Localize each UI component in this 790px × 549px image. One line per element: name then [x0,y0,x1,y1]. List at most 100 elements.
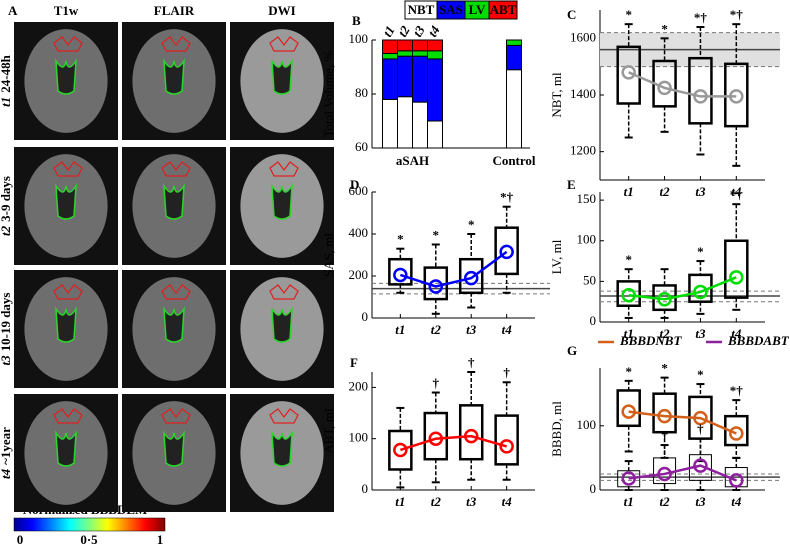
x-tick-label: t3 [466,494,477,509]
y-tick-label: 60 [355,139,368,154]
y-tick-label: 50 [583,272,596,287]
colorbar-tick-label: 0·5 [80,532,98,547]
mean-line [628,464,737,482]
colorbar [13,517,166,532]
row-label: t2 3-9 days [0,176,13,236]
significance-label: * [697,244,704,259]
box [494,414,519,466]
y-axis-label: NBT, ml [549,72,564,118]
x-tick-label: t1 [624,184,634,199]
y-tick-label: 200 [349,378,369,393]
ventricle-outline [55,183,77,220]
significance-label: * [661,21,668,36]
abt-outline [53,408,83,424]
mean-marker [693,284,708,300]
mean-marker [621,287,636,303]
mean-marker [499,244,514,260]
abt-outline [53,161,83,177]
significance-label: *† [730,187,744,202]
ventricle-outline [163,306,185,343]
bar-segment [427,58,443,122]
row-time: t2 [0,225,13,236]
mean-line [628,410,737,435]
x-tick-label: t2 [431,494,442,509]
x-tick-label: t3 [695,494,706,509]
mean-marker [657,80,672,96]
row-span: 3-9 days [0,176,13,222]
y-tick-label: 1600 [570,29,596,44]
y-tick-label: 100 [349,31,369,46]
row-label: t3 10-19 days [0,293,13,366]
box [652,392,677,434]
legend-label: LV [469,2,486,17]
row-span: 24-48h [0,54,13,92]
mean-line [399,434,507,452]
bar-segment [382,98,398,149]
box [724,414,749,447]
ventricle-outline [163,430,185,467]
box [724,239,749,299]
x-tick-label: t4 [731,326,742,341]
y-axis-label: SAS, ml [321,233,336,277]
mean-marker [657,466,672,482]
x-tick-label: t3 [466,322,477,337]
row-time: t1 [0,97,13,107]
bar-segment [382,53,398,60]
bar-segment [427,120,443,149]
row-span: ~1year [0,427,13,465]
ventricle-outline [163,183,185,220]
bar-segment [382,39,398,54]
mean-marker [428,431,444,446]
box [616,389,641,428]
panel-label: G [567,343,577,358]
x-tick-label: t1 [624,326,634,341]
mean-marker [693,458,708,473]
mean-marker [657,292,672,307]
significance-label: † [697,422,704,437]
significance-label: *† [500,190,514,205]
bar-segment [382,58,398,100]
bar-segment [412,39,428,52]
mean-marker [693,89,708,104]
y-tick-label: 80 [355,85,368,100]
mean-marker [463,428,479,444]
mean-marker [729,426,744,441]
legend-label: BBBDABT [727,333,790,348]
ventricle-outline [271,430,293,467]
legend-label: ABT [490,2,517,17]
column-header: FLAIR [154,3,195,18]
significance-label: *† [730,383,744,398]
legend-swatch [488,0,518,20]
x-tick-label: t2 [660,184,671,199]
row-label: t1 24-48h [0,54,13,106]
row-label: t4 ~1year [0,427,13,479]
abt-outline [53,284,83,300]
box [616,280,641,307]
box [617,470,641,488]
box [688,56,713,125]
x-tick-label: t1 [395,494,405,509]
significance-label: *† [730,7,744,22]
y-tick-label: 0 [362,481,369,496]
bar-segment [412,101,428,149]
ventricle-outline [163,58,185,95]
box [494,226,519,276]
mean-line [628,276,737,301]
bar-segment [506,69,522,149]
abt-outline [269,36,299,52]
panel-label: F [350,355,358,370]
mean-marker [729,89,744,104]
x-tick-label: t2 [660,326,671,341]
legend-label: NBT [408,2,435,17]
panel-label: B [352,13,361,28]
mean-marker [729,270,744,285]
abt-outline [269,161,299,177]
mean-marker [393,442,408,458]
bar-segment [397,96,413,149]
ventricle-outline [55,430,77,467]
significance-label: * [625,364,632,379]
box [423,411,449,461]
significance-label: † [468,355,475,370]
column-header: T1w [54,3,79,18]
